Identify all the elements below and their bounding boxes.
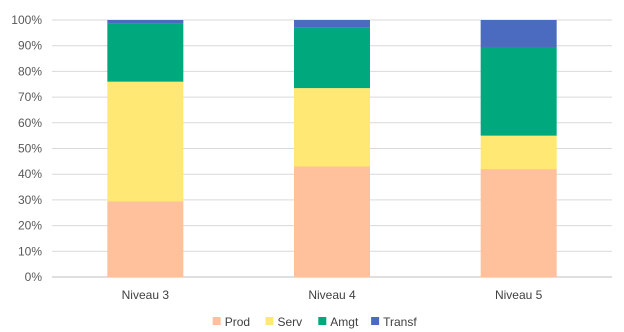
x-category-label: Niveau 3 bbox=[122, 288, 170, 302]
bar-segment-amgt bbox=[294, 27, 370, 89]
x-category-label: Niveau 5 bbox=[495, 288, 543, 302]
y-tick-label: 30% bbox=[18, 193, 42, 207]
bar-segment-prod bbox=[107, 201, 184, 277]
legend-label-prod: Prod bbox=[225, 315, 250, 329]
y-tick-label: 90% bbox=[18, 39, 42, 53]
bar-segment-prod bbox=[294, 166, 370, 277]
bar-segment-transf bbox=[294, 20, 370, 28]
y-axis-ticks: 0% 10% 20% 30% 40% 50% 60% 70% 80% 90% 100% bbox=[11, 13, 42, 284]
y-tick-label: 80% bbox=[18, 64, 42, 78]
y-tick-label: 40% bbox=[18, 167, 42, 181]
y-tick-label: 60% bbox=[18, 116, 42, 130]
bar-segment-serv bbox=[294, 88, 370, 167]
legend-swatch-serv bbox=[265, 317, 274, 325]
y-tick-label: 50% bbox=[18, 142, 42, 156]
y-tick-label: 10% bbox=[18, 244, 42, 258]
bar-segment-amgt bbox=[107, 23, 184, 82]
bar-segment-transf bbox=[107, 20, 184, 24]
legend-label-amgt: Amgt bbox=[330, 315, 359, 329]
legend-label-serv: Serv bbox=[278, 315, 303, 329]
x-category-label: Niveau 4 bbox=[308, 288, 356, 302]
bar-segment-serv bbox=[480, 135, 557, 170]
bar-segment-amgt bbox=[480, 46, 557, 136]
legend: Prod Serv Amgt Transf bbox=[212, 315, 417, 329]
legend-swatch-prod bbox=[212, 317, 221, 325]
legend-label-transf: Transf bbox=[383, 315, 417, 329]
bar-segment-serv bbox=[107, 81, 184, 202]
bar-segment-prod bbox=[480, 169, 557, 277]
legend-swatch-transf bbox=[371, 317, 380, 325]
bars bbox=[107, 20, 557, 277]
bar-segment-transf bbox=[480, 20, 557, 47]
x-axis-labels: Niveau 3 Niveau 4 Niveau 5 bbox=[122, 288, 543, 302]
legend-swatch-amgt bbox=[318, 317, 327, 325]
y-tick-label: 70% bbox=[18, 90, 42, 104]
y-tick-label: 0% bbox=[25, 270, 43, 284]
y-tick-label: 100% bbox=[11, 13, 42, 27]
y-tick-label: 20% bbox=[18, 219, 42, 233]
